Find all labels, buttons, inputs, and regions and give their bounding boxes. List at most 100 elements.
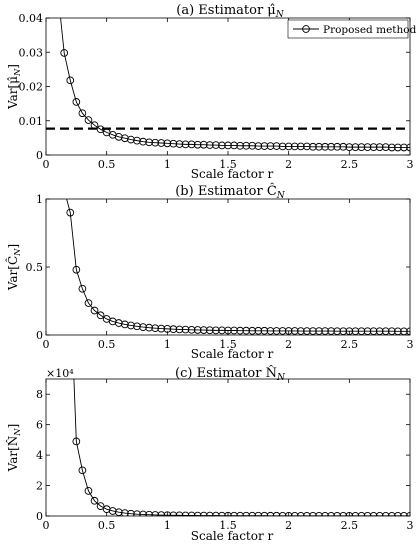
data-point: [72, 265, 81, 274]
data-point: [394, 143, 402, 152]
data-point: [139, 137, 147, 146]
data-point: [163, 511, 172, 516]
series-line: [60, 18, 410, 148]
data-point: [205, 511, 214, 516]
x-tick-label: 0: [43, 519, 50, 532]
data-point: [199, 140, 208, 149]
data-point: [84, 487, 93, 495]
data-point: [66, 76, 75, 85]
legend-label: Proposed method: [323, 24, 417, 36]
data-point: [363, 327, 372, 335]
data-point: [175, 511, 184, 516]
data-point: [230, 511, 238, 516]
data-point: [169, 139, 178, 148]
x-tick-label: 2.5: [341, 158, 359, 171]
y-tick-label: 0.03: [19, 46, 44, 59]
data-point: [266, 511, 275, 516]
data-point: [339, 511, 348, 516]
data-point: [406, 143, 410, 152]
data-point: [78, 466, 87, 475]
data-point: [394, 512, 402, 516]
data-point: [363, 512, 372, 516]
plot-frame: [45, 198, 411, 336]
data-point: [315, 142, 323, 151]
data-point: [151, 511, 160, 516]
y-tick-label: 1: [36, 193, 43, 206]
data-point: [96, 502, 105, 510]
data-point: [121, 320, 129, 329]
data-point: [400, 143, 408, 152]
data-point: [163, 139, 172, 148]
data-point: [224, 141, 232, 150]
data-point: [145, 138, 153, 147]
x-tick-label: 0.5: [98, 158, 116, 171]
data-point: [387, 143, 396, 152]
data-point: [387, 512, 396, 516]
y-axis-label: Var[N̂N]: [5, 424, 22, 473]
data-point: [260, 142, 269, 150]
data-point: [133, 510, 141, 516]
x-tick-label: 2.5: [341, 338, 359, 351]
plot-frame: [45, 378, 411, 517]
data-point: [266, 142, 275, 150]
data-point: [327, 142, 335, 151]
data-point: [199, 511, 208, 516]
data-point: [139, 510, 147, 516]
data-point: [212, 511, 220, 516]
data-point: [121, 509, 129, 516]
data-point: [333, 327, 342, 335]
data-point: [193, 511, 202, 516]
data-point: [181, 511, 190, 516]
data-point: [96, 311, 105, 320]
x-tick-label: 3: [407, 338, 414, 351]
chart-title: (b) Estimator ĈN: [175, 182, 286, 201]
data-point: [151, 138, 160, 147]
y-axis-label: Var[ĈN]: [4, 244, 22, 291]
data-point: [169, 511, 178, 516]
data-point: [248, 326, 257, 335]
chart-panel-1: 0 0.5 1 1.5 2 2.5 3 0 0.01 0.02 0.03 0.04 (a) Estima…: [6, 3, 417, 181]
data-point: [333, 511, 342, 516]
y-tick-label: 8: [36, 388, 43, 401]
data-point: [224, 326, 232, 335]
data-point: [406, 512, 410, 516]
y-tick-label: 0: [36, 510, 43, 523]
data-point: [369, 327, 378, 335]
data-point: [248, 141, 257, 150]
data-point: [90, 496, 99, 505]
data-point: [260, 326, 269, 335]
data-point: [127, 509, 135, 516]
data-point: [296, 327, 305, 335]
data-point: [345, 511, 354, 516]
data-point: [90, 306, 99, 315]
x-tick-label: 1.5: [219, 338, 237, 351]
data-point: [193, 140, 202, 149]
data-point: [278, 142, 287, 151]
data-point: [406, 327, 410, 335]
data-point: [381, 143, 390, 151]
data-point: [205, 326, 214, 335]
data-point: [175, 140, 184, 148]
data-point: [315, 327, 323, 335]
data-point: [139, 323, 147, 331]
chart-title: (a) Estimator μ̂N: [176, 3, 285, 20]
data-point: [187, 325, 196, 334]
data-point: [60, 49, 69, 57]
data-point: [272, 327, 281, 335]
x-tick-label: 2: [285, 519, 292, 532]
data-point: [230, 326, 238, 335]
data-point: [66, 208, 75, 217]
y-tick-label: 0.01: [19, 115, 44, 128]
data-point: [218, 141, 226, 150]
data-point: [218, 326, 226, 335]
chart-panel-2: 0 0.5 1 1.5 2 2.5 3 0 0.5 1 (b) Estimator ĈN Scale …: [4, 182, 414, 361]
data-point: [357, 143, 366, 151]
data-point: [309, 142, 317, 151]
data-point: [78, 109, 87, 118]
data-point: [303, 142, 311, 151]
x-tick-label: 0.5: [98, 338, 116, 351]
data-point: [327, 511, 335, 516]
data-point: [145, 323, 153, 332]
data-point: [254, 511, 263, 516]
plot-frame: [45, 17, 411, 156]
